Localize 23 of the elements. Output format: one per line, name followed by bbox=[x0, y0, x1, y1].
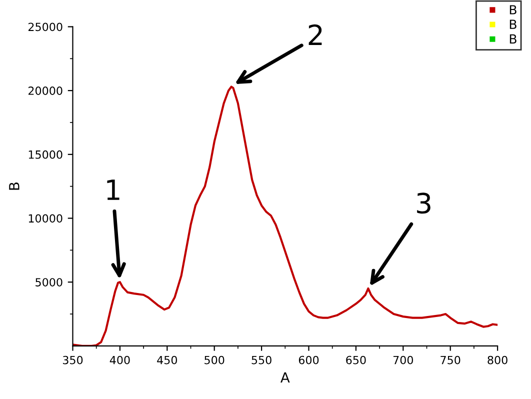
x-tick-label: 550 bbox=[252, 356, 272, 364]
x-tick-label: 600 bbox=[298, 356, 319, 364]
y-tick-label: 25000 bbox=[28, 22, 62, 32]
legend-label: B bbox=[510, 20, 516, 29]
y-tick-label: 20000 bbox=[28, 86, 62, 95]
x-tick-label: 800 bbox=[488, 356, 508, 364]
x-tick-label: 350 bbox=[62, 356, 83, 364]
x-tick-label: 750 bbox=[440, 356, 460, 364]
legend-label: B bbox=[510, 5, 516, 14]
y-axis-title: B bbox=[9, 182, 20, 190]
x-tick-label: 450 bbox=[157, 356, 178, 364]
x-tick-label: 650 bbox=[346, 356, 366, 364]
y-tick-label: 5000 bbox=[36, 278, 62, 286]
y-tick-label: 10000 bbox=[28, 214, 62, 223]
annotation: 2 bbox=[308, 24, 322, 45]
annotation: 3 bbox=[417, 192, 430, 214]
x-tick-label: 500 bbox=[204, 356, 224, 364]
y-tick-label: 15000 bbox=[28, 150, 62, 159]
x-tick-label: 400 bbox=[110, 356, 130, 364]
annotation: 1 bbox=[107, 180, 120, 200]
legend-label: B bbox=[510, 34, 516, 44]
x-tick-label: 700 bbox=[393, 356, 414, 364]
x-axis-title: A bbox=[280, 372, 290, 383]
